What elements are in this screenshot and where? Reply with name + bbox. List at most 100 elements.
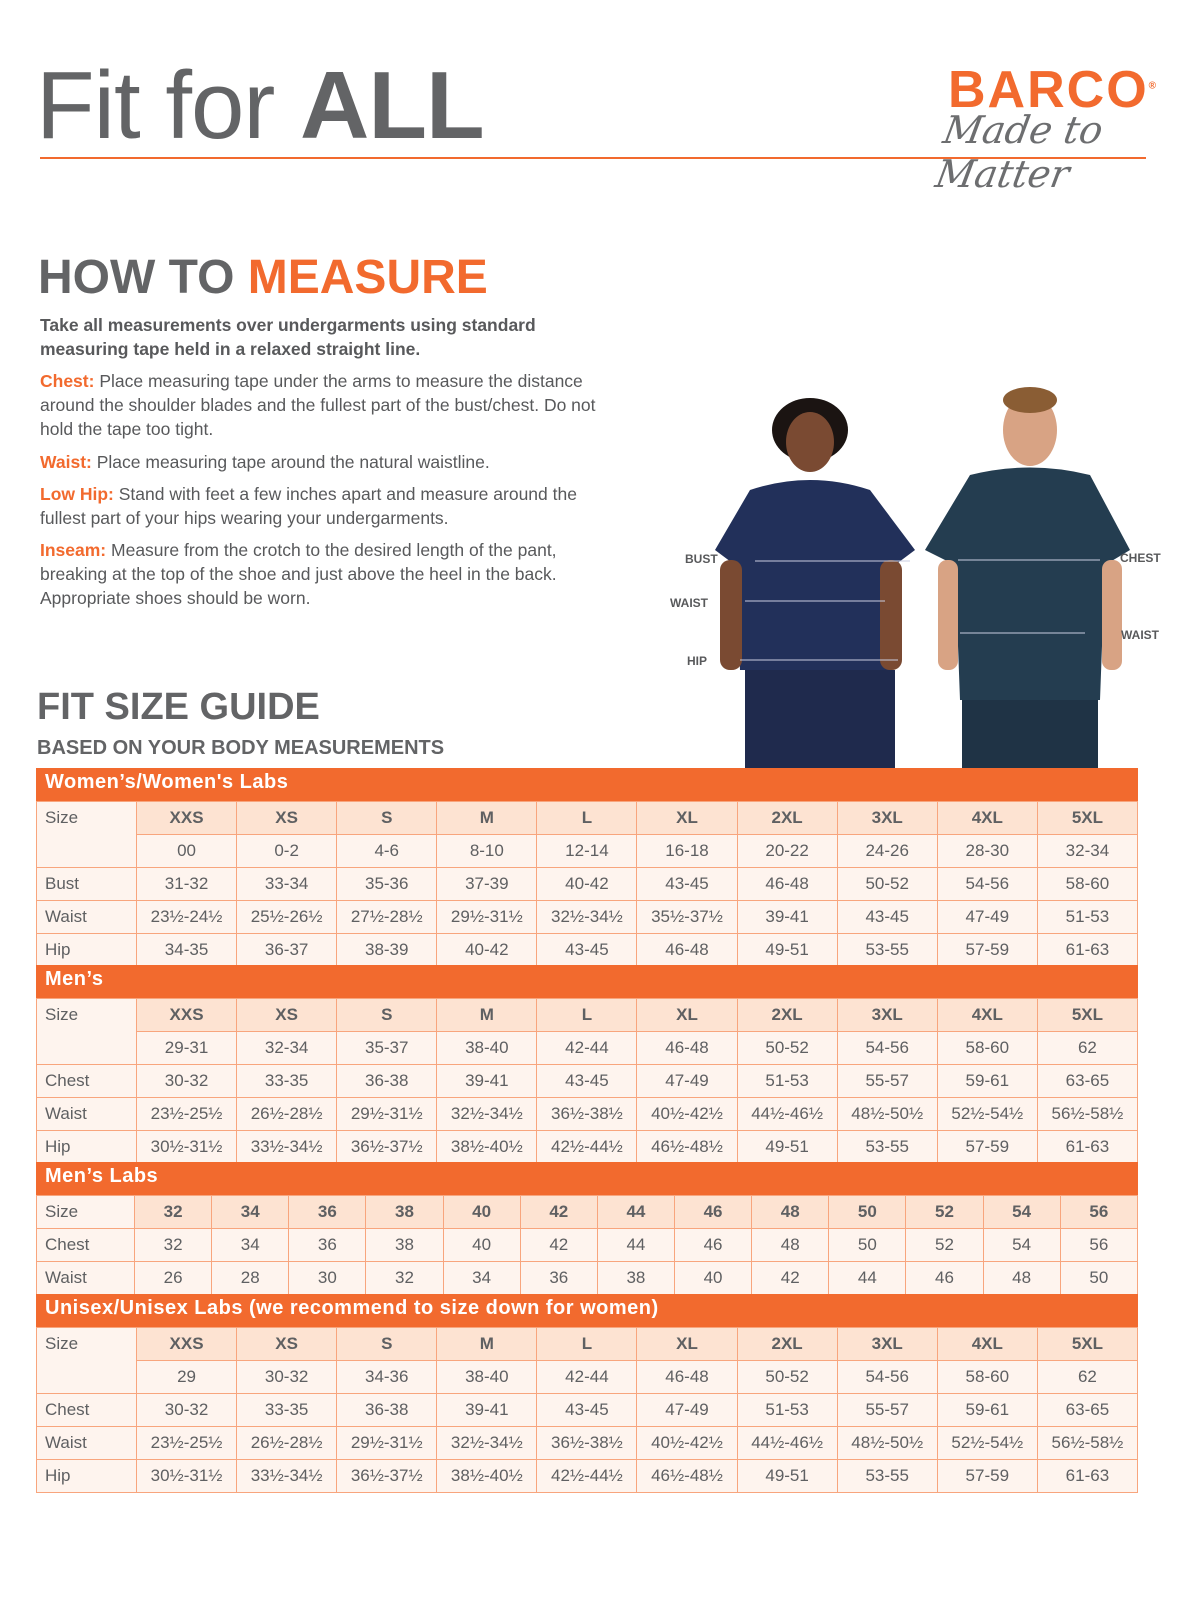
size-header-cell: XXS [135,1327,238,1361]
title-light: Fit for [36,52,301,159]
table-cell: 50-52 [736,1360,838,1394]
mens-labs-size-table: Men’s Labs Size 32 34 36 38 40 42 44 46 48 50 52 54 56… [36,1162,1139,1295]
table-cell: 32-34 [1036,834,1139,868]
table-cell: 28 [211,1261,290,1295]
table-cell: 46½-48½ [636,1459,738,1493]
table-cell: 34 [442,1261,521,1295]
table-row: 29-31 32-34 35-37 38-40 42-44 46-48 50-52 54-56… [37,1031,1139,1065]
row-label: Hip [36,1459,137,1493]
table-cell: 43-45 [536,933,638,967]
table-cell: 29½-31½ [336,1426,438,1460]
table-cell: 46-48 [636,1360,738,1394]
table-cell: 56 [1059,1228,1139,1262]
table-cell: 49-51 [736,1459,838,1493]
size-header-cell: 46 [673,1195,753,1229]
measure-inseam: Inseam: Measure from the crotch to the d… [40,538,620,610]
table-cell: 26½-28½ [236,1097,338,1131]
bust-label: BUST [685,552,718,566]
size-header-cell: 5XL [1036,1327,1139,1361]
table-cell: 8-10 [436,834,538,868]
table-cell: 49-51 [736,933,838,967]
size-header-cell: XXS [135,998,238,1032]
table-cell: 50-52 [736,1031,838,1065]
table-cell: 51-53 [736,1064,838,1098]
table-title: Men’s Labs [36,1162,1138,1195]
size-header-cell: 2XL [736,998,838,1032]
table-cell: 44 [596,1228,675,1262]
table-cell: 49-51 [736,1130,838,1164]
chest-label: CHEST [1120,551,1161,565]
size-header-cell: 48 [751,1195,830,1229]
table-cell: 58-60 [936,1360,1038,1394]
table-cell: 20-22 [736,834,838,868]
size-header-cell: 34 [211,1195,290,1229]
table-cell: 46-48 [736,867,838,901]
table-cell: 32 [133,1228,213,1262]
table-cell: 23½-25½ [135,1426,238,1460]
row-label: Waist [36,1097,137,1131]
table-cell: 47-49 [636,1393,738,1427]
table-title: Men’s [36,965,1138,998]
table-cell: 30½-31½ [135,1130,238,1164]
mens-size-table: Men’s Size XXS XS S M L XL 2XL 3XL 4XL 5XL 29-31 32-3… [36,965,1139,1164]
size-header-cell: 52 [905,1195,984,1229]
size-header-cell: L [536,1327,638,1361]
size-header-row: Size XXS XS S M L XL 2XL 3XL 4XL 5XL [36,998,1139,1065]
table-row: 29 30-32 34-36 38-40 42-44 46-48 50-52 54-56 58-… [37,1360,1139,1394]
size-header-cell: 40 [442,1195,521,1229]
measure-text: Measure from the crotch to the desired l… [40,540,557,608]
table-cell: 36-38 [336,1393,438,1427]
table-cell: 35½-37½ [636,900,738,934]
table-cell: 32½-34½ [436,1097,538,1131]
size-header-cell: 44 [596,1195,675,1229]
table-cell: 51-53 [736,1393,838,1427]
table-cell: 32½-34½ [436,1426,538,1460]
table-title: Unisex/Unisex Labs (we recommend to size… [36,1294,1138,1327]
table-row: Waist 26 28 30 32 34 36 38 40 42 44 46 48 50 [36,1261,1139,1295]
size-header-row: Size XXS XS S M L XL 2XL 3XL 4XL 5XL [36,1327,1139,1394]
row-label: Chest [36,1064,137,1098]
woman-figure [715,398,915,768]
how-to-measure-heading: HOW TO MEASURE [38,250,488,305]
table-cell: 23½-24½ [135,900,238,934]
table-row: Hip 34-35 36-37 38-39 40-42 43-45 46-48 49-51 53… [36,933,1139,967]
table-cell: 38 [596,1261,675,1295]
table-cell: 34-35 [135,933,238,967]
size-header-cell: 38 [365,1195,444,1229]
size-header-row: Size XXS XS S M L XL 2XL 3XL 4XL 5XL [36,801,1139,868]
table-cell: 28-30 [936,834,1038,868]
table-row: Chest 32 34 36 38 40 42 44 46 48 50 52 54 56 [36,1228,1139,1262]
table-cell: 58-60 [1036,867,1139,901]
table-cell: 57-59 [936,1459,1038,1493]
table-cell: 30 [288,1261,367,1295]
size-header-cell: S [336,801,438,835]
table-row: Chest 30-32 33-35 36-38 39-41 43-45 47-49 51-53… [36,1064,1139,1098]
intro-text: Take all measurements over undergarments… [40,315,536,359]
header-divider [40,157,1146,159]
table-title: Women’s/Women's Labs [36,768,1138,801]
table-cell: 36 [288,1228,367,1262]
unisex-size-table: Unisex/Unisex Labs (we recommend to size… [36,1294,1139,1493]
table-cell: 50-52 [836,867,938,901]
size-header-cell: XXS [135,801,238,835]
table-cell: 63-65 [1036,1064,1139,1098]
table-row: Chest 30-32 33-35 36-38 39-41 43-45 47-49 51-53… [36,1393,1139,1427]
size-header-cell: S [336,998,438,1032]
table-cell: 32 [365,1261,444,1295]
table-cell: 52½-54½ [936,1097,1038,1131]
table-cell: 27½-28½ [336,900,438,934]
fit-size-guide-subtitle: BASED ON YOUR BODY MEASUREMENTS [37,737,445,759]
table-cell: 25½-26½ [236,900,338,934]
table-cell: 46 [673,1228,753,1262]
measure-text: Place measuring tape under the arms to m… [40,371,596,439]
size-header-cell: M [436,801,538,835]
size-header-cell: XL [636,1327,738,1361]
table-cell: 48½-50½ [836,1097,938,1131]
table-cell: 30-32 [236,1360,338,1394]
man-figure [925,387,1130,768]
table-cell: 36-37 [236,933,338,967]
table-cell: 29 [135,1360,238,1394]
size-header-cell: M [436,1327,538,1361]
table-cell: 54-56 [836,1031,938,1065]
table-cell: 46-48 [636,933,738,967]
